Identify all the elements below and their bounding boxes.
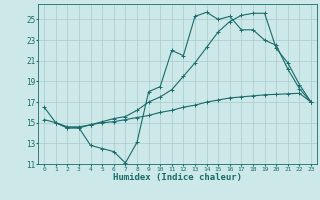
X-axis label: Humidex (Indice chaleur): Humidex (Indice chaleur) — [113, 173, 242, 182]
